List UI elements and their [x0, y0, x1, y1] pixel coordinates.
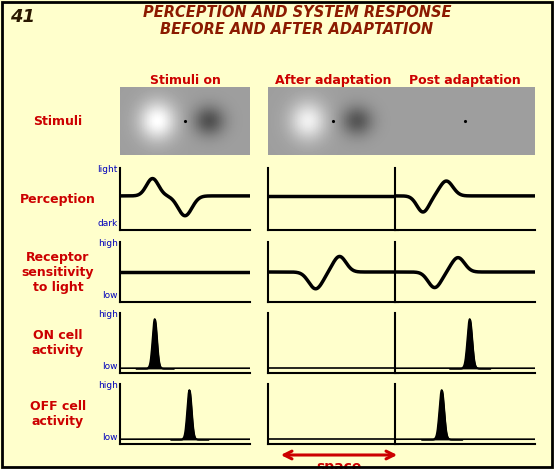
- Text: Stimuli on: Stimuli on: [150, 74, 220, 87]
- Text: low: low: [102, 291, 118, 300]
- Text: PERCEPTION AND SYSTEM RESPONSE
BEFORE AND AFTER ADAPTATION: PERCEPTION AND SYSTEM RESPONSE BEFORE AN…: [143, 5, 452, 38]
- Text: light: light: [98, 165, 118, 174]
- Text: Receptor
sensitivity
to light: Receptor sensitivity to light: [22, 250, 94, 294]
- Text: high: high: [98, 381, 118, 390]
- Text: space: space: [316, 460, 362, 469]
- Text: Stimuli: Stimuli: [33, 114, 83, 128]
- Text: low: low: [102, 362, 118, 371]
- Text: high: high: [98, 310, 118, 319]
- Text: ON cell
activity: ON cell activity: [32, 329, 84, 357]
- Text: low: low: [102, 433, 118, 442]
- Text: Post adaptation: Post adaptation: [409, 74, 521, 87]
- Text: Perception: Perception: [20, 192, 96, 205]
- Text: dark: dark: [98, 219, 118, 228]
- Text: OFF cell
activity: OFF cell activity: [30, 400, 86, 428]
- Text: 41: 41: [10, 8, 35, 26]
- Text: After adaptation: After adaptation: [275, 74, 391, 87]
- Text: high: high: [98, 239, 118, 248]
